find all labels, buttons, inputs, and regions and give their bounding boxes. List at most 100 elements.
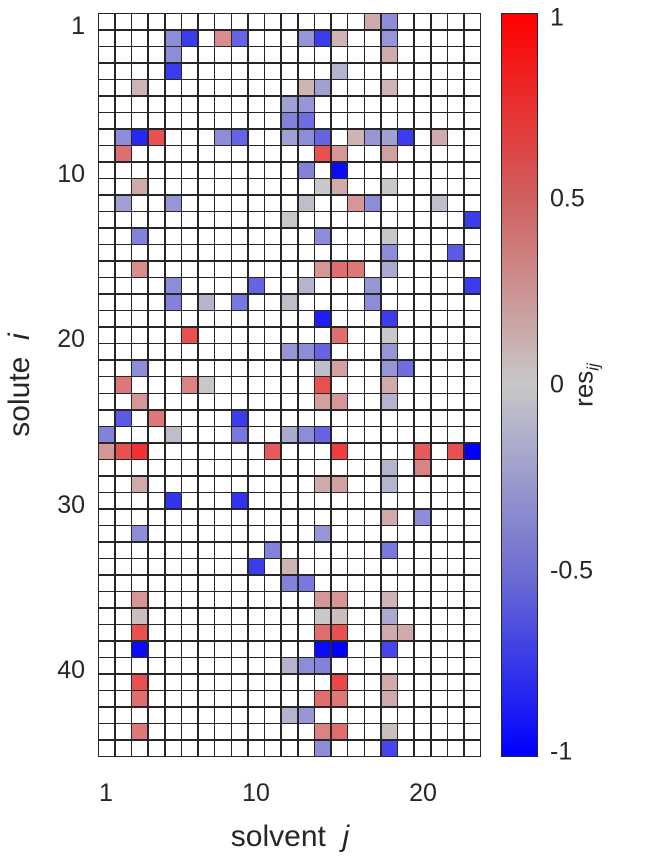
heatmap-cell [315,294,331,310]
heatmap-cell [265,542,281,558]
heatmap-cell [198,526,214,542]
heatmap-cell [464,724,480,740]
heatmap-cell [348,460,364,476]
heatmap-cell [165,179,181,195]
heatmap-cell [365,311,381,327]
heatmap-cell [281,542,298,558]
heatmap-cell [165,674,181,690]
heatmap-cell [414,261,431,277]
heatmap-cell [232,245,248,261]
heatmap-cell [464,707,480,723]
heatmap-cell [232,294,248,310]
heatmap-cell [281,410,298,426]
heatmap-cell [431,460,447,476]
heatmap-cell [132,212,148,228]
heatmap-cell [414,63,431,79]
heatmap-cell [381,228,397,244]
y-tick-10: 10 [57,160,85,188]
heatmap-cell [215,162,231,178]
heatmap-cell [365,509,381,525]
heatmap-cell [99,129,115,145]
heatmap-cell [232,641,248,657]
heatmap-cell [331,559,347,575]
heatmap-cell [132,493,148,509]
heatmap-cell [381,80,397,96]
heatmap-cell [381,674,397,690]
heatmap-cell [248,493,264,509]
heatmap-cell [198,724,214,740]
heatmap-cell [198,179,214,195]
heatmap-cell [331,294,347,310]
heatmap-cell [315,559,331,575]
heatmap-cell [414,625,431,641]
heatmap-cell [198,691,214,707]
heatmap-cell [348,113,364,129]
heatmap-cell [431,493,447,509]
heatmap-cell [315,96,331,112]
heatmap-cell [448,162,464,178]
heatmap-cell [232,460,248,476]
heatmap-cell [265,30,281,46]
heatmap-cell [381,245,397,261]
heatmap-cell [132,410,148,426]
heatmap-cell [115,410,131,426]
heatmap-cell [182,377,198,393]
heatmap-cell [315,575,331,591]
heatmap-cell [198,476,214,492]
heatmap-cell [115,212,131,228]
heatmap-cell [381,195,397,211]
heatmap-cell [398,674,414,690]
heatmap-cell [281,394,298,410]
heatmap-cell [232,278,248,294]
heatmap-cell [448,377,464,393]
heatmap-cell [281,707,298,723]
heatmap-cell [448,311,464,327]
heatmap-cell [148,228,165,244]
heatmap-cell [215,96,231,112]
heatmap-cell [198,575,214,591]
x-tick-20: 20 [409,779,437,807]
heatmap-cell [132,80,148,96]
heatmap-cell [315,360,331,376]
heatmap-cell [215,360,231,376]
heatmap-cell [232,625,248,641]
heatmap-cell [331,129,347,145]
heatmap-cell [381,278,397,294]
heatmap-cell [298,608,314,624]
heatmap-cell [281,245,298,261]
heatmap-cell [132,674,148,690]
heatmap-cell [365,47,381,63]
heatmap-cell [165,608,181,624]
heatmap-cell [215,245,231,261]
heatmap-cell [315,674,331,690]
heatmap-cell [365,162,381,178]
heatmap-cell [414,327,431,343]
heatmap-cell [464,47,480,63]
heatmap-cell [315,707,331,723]
heatmap-cell [182,63,198,79]
heatmap-cell [281,625,298,641]
heatmap-cell [431,724,447,740]
heatmap-cell [398,658,414,674]
heatmap-cell [115,96,131,112]
heatmap-cell [198,311,214,327]
heatmap-cell [464,261,480,277]
heatmap-cell [281,179,298,195]
heatmap-cell [464,443,480,459]
heatmap-cell [381,294,397,310]
heatmap-cell [381,129,397,145]
heatmap-cell [99,427,115,443]
heatmap-cell [348,129,364,145]
heatmap-cell [232,394,248,410]
heatmap-cell [215,559,231,575]
heatmap-cell [414,179,431,195]
heatmap-cell [414,113,431,129]
heatmap-cell [398,427,414,443]
heatmap-cell [398,261,414,277]
heatmap-cell [448,493,464,509]
heatmap-cell [281,476,298,492]
heatmap-cell [381,443,397,459]
heatmap-cell [298,228,314,244]
heatmap-cell [115,146,131,162]
heatmap-cell [265,559,281,575]
